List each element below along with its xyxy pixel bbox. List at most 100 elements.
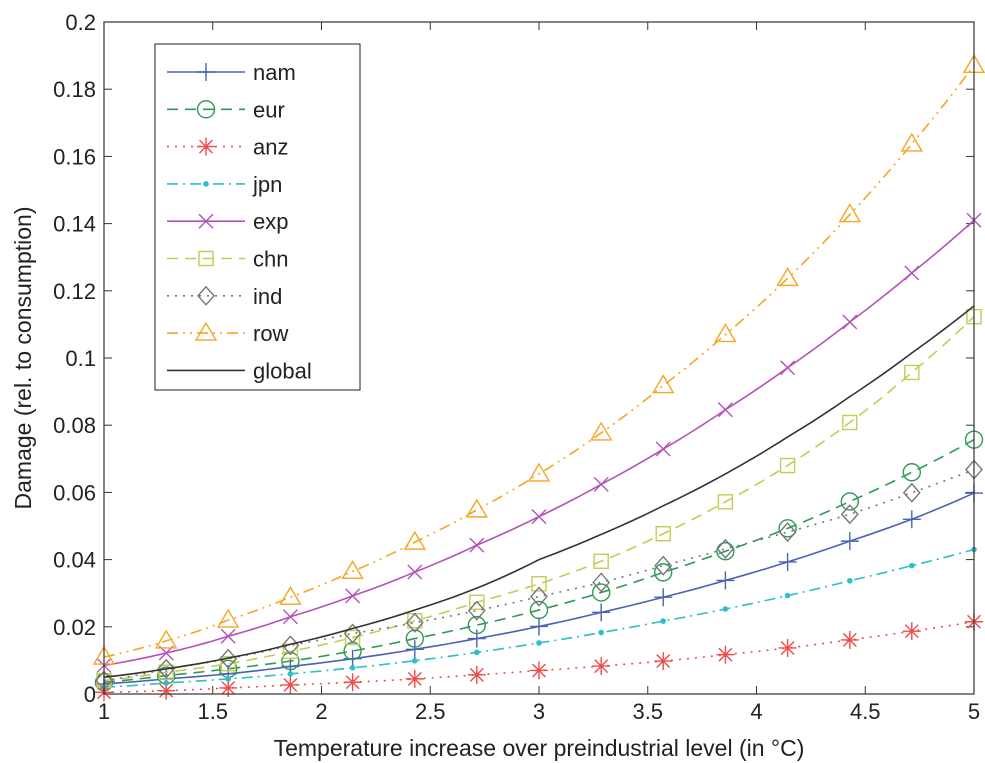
series-line-chn xyxy=(103,316,975,682)
x-axis-label: Temperature increase over preindustrial … xyxy=(274,735,805,761)
legend-entry-nam: nam xyxy=(167,60,296,85)
x-marker xyxy=(655,441,671,457)
circle-marker xyxy=(281,651,300,671)
diamond-marker xyxy=(654,555,673,576)
dot-marker xyxy=(225,676,231,682)
legend-label: global xyxy=(253,358,312,383)
x-tick-label: 4.5 xyxy=(850,699,881,724)
asterisk-marker xyxy=(157,681,176,700)
x-tick-label: 1.5 xyxy=(197,699,228,724)
legend-label: nam xyxy=(253,60,296,85)
diamond-marker xyxy=(197,285,215,306)
legend-label: anz xyxy=(253,135,288,160)
dot-marker xyxy=(473,649,480,656)
square-marker xyxy=(655,526,671,542)
asterisk-marker xyxy=(530,661,548,680)
y-tick-label: 0.16 xyxy=(53,144,96,169)
x-marker xyxy=(407,564,423,580)
plus-marker xyxy=(530,617,548,636)
triangle-marker xyxy=(651,374,675,394)
x-tick-label: 5 xyxy=(968,699,980,724)
triangle-marker xyxy=(341,559,364,580)
asterisk-marker xyxy=(840,630,859,649)
diamond-marker xyxy=(219,648,238,669)
x-marker xyxy=(593,476,609,492)
square-marker xyxy=(779,457,796,474)
diamond-marker xyxy=(716,538,735,559)
x-marker xyxy=(842,314,858,330)
square-marker xyxy=(344,629,361,646)
y-tick-label: 0.04 xyxy=(53,548,96,573)
square-marker xyxy=(469,594,485,610)
circle-marker xyxy=(653,563,673,582)
asterisk-marker xyxy=(405,669,424,688)
square-marker xyxy=(220,656,236,672)
diamond-marker xyxy=(902,482,921,503)
dot-marker xyxy=(598,629,605,636)
legend-label: jpn xyxy=(252,172,282,197)
x-marker xyxy=(780,360,796,376)
series-row xyxy=(92,53,985,665)
x-marker xyxy=(282,609,298,625)
y-tick-label: 0.02 xyxy=(53,615,96,640)
asterisk-marker xyxy=(716,645,735,664)
y-tick-label: 0.12 xyxy=(53,279,96,304)
circle-marker xyxy=(902,463,921,482)
dot-marker xyxy=(287,671,294,677)
dot-marker xyxy=(784,592,791,599)
dot-marker xyxy=(908,562,915,569)
square-marker xyxy=(904,364,920,381)
asterisk-marker xyxy=(343,673,362,692)
plus-marker xyxy=(405,640,424,659)
legend-entry-global: global xyxy=(167,358,312,383)
legend-label: row xyxy=(253,321,289,346)
series-line-anz xyxy=(103,620,975,694)
square-marker xyxy=(717,494,734,510)
plus-marker xyxy=(716,571,735,590)
series-line-eur xyxy=(103,438,975,684)
series-line-ind xyxy=(103,468,975,682)
circle-marker xyxy=(196,100,216,119)
series-global xyxy=(103,305,975,678)
diamond-marker xyxy=(157,658,176,679)
plus-marker xyxy=(467,629,486,648)
plus-marker xyxy=(778,552,797,571)
asterisk-marker xyxy=(778,638,797,657)
square-marker xyxy=(531,576,547,592)
series-ind xyxy=(95,459,983,691)
x-marker xyxy=(531,509,547,525)
triangle-marker xyxy=(403,530,427,550)
dot-marker xyxy=(163,680,170,686)
legend-label: chn xyxy=(253,247,288,272)
circle-marker xyxy=(716,542,735,561)
plus-marker xyxy=(343,649,362,668)
diamond-marker xyxy=(467,600,486,621)
dot-marker xyxy=(203,181,209,187)
x-marker xyxy=(469,537,485,553)
circle-marker xyxy=(592,583,611,602)
dot-marker xyxy=(412,657,418,664)
circle-marker xyxy=(778,519,797,538)
y-tick-label: 0.1 xyxy=(65,346,96,371)
triangle-marker xyxy=(900,132,924,152)
series-line-row xyxy=(103,64,975,658)
legend: nam eur anz jpn exp chn ind row global xyxy=(154,43,361,391)
square-marker xyxy=(158,664,174,680)
x-tick-label: 1 xyxy=(98,699,110,724)
plot-frame xyxy=(103,21,975,695)
plus-marker xyxy=(840,532,859,551)
legend-label: ind xyxy=(253,284,282,309)
plus-marker xyxy=(902,510,921,529)
x-tick-label: 4 xyxy=(750,699,762,724)
triangle-marker xyxy=(527,462,551,482)
series-jpn xyxy=(101,546,977,691)
circle-marker xyxy=(405,629,425,648)
series-line-global xyxy=(103,305,975,678)
x-tick-label: 3.5 xyxy=(632,699,663,724)
dot-marker xyxy=(349,664,356,671)
x-tick-label: 2 xyxy=(315,699,327,724)
triangle-marker xyxy=(776,266,799,287)
diamond-marker xyxy=(778,521,797,543)
legend-label: eur xyxy=(253,97,285,122)
